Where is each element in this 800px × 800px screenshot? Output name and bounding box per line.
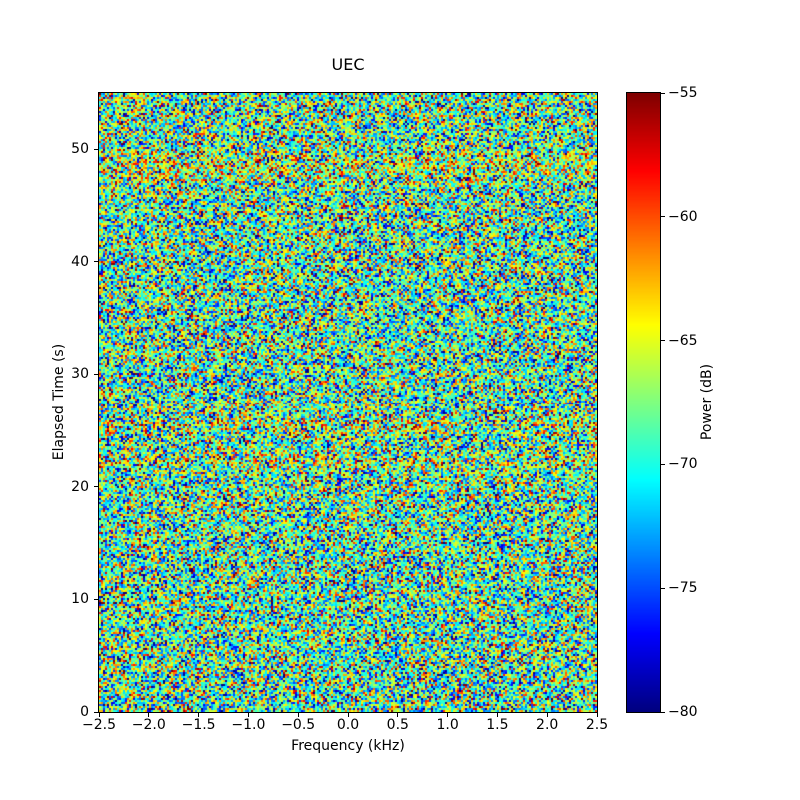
colorbar-tick-label: −70	[668, 456, 698, 473]
x-axis-label: Frequency (kHz)	[291, 738, 405, 754]
colorbar-label: Power (dB)	[699, 363, 715, 441]
x-tick	[198, 713, 200, 717]
colorbar-tick-label: −65	[668, 332, 698, 349]
colorbar-tick-label: −80	[668, 704, 698, 720]
y-tick	[94, 711, 98, 713]
y-tick	[94, 486, 98, 488]
colorbar-tick-label: −75	[668, 580, 698, 597]
x-tick	[447, 713, 449, 717]
colorbar-tick	[661, 463, 665, 465]
colorbar-tick	[661, 340, 665, 342]
y-tick	[94, 373, 98, 375]
x-tick-label: −1.5	[181, 717, 216, 733]
colorbar-canvas	[627, 93, 660, 712]
x-tick	[546, 713, 548, 717]
y-tick	[94, 148, 98, 150]
x-tick	[496, 713, 498, 717]
y-tick-label: 20	[71, 478, 89, 495]
colorbar-tick-label: −60	[668, 208, 698, 225]
x-tick-label: 1.0	[436, 717, 459, 733]
y-tick	[94, 261, 98, 263]
x-tick-label: 2.5	[585, 717, 609, 733]
plot-title-name: UEC	[331, 55, 365, 74]
x-tick	[397, 713, 399, 717]
colorbar	[626, 92, 661, 713]
x-tick	[247, 713, 249, 717]
x-tick	[596, 713, 598, 717]
x-tick	[297, 713, 299, 717]
x-tick-label: −0.5	[281, 717, 316, 733]
x-tick-label: 0.5	[386, 717, 409, 733]
y-tick-label: 0	[80, 704, 89, 720]
colorbar-tick	[661, 92, 665, 94]
x-tick-label: 2.0	[536, 717, 559, 733]
colorbar-tick	[661, 711, 665, 713]
x-tick-label: 1.5	[486, 717, 509, 733]
x-tick-label: −2.0	[131, 717, 166, 733]
x-tick-label: 0.0	[336, 717, 360, 733]
y-tick-label: 30	[71, 366, 89, 383]
x-tick-label: −1.0	[231, 717, 266, 733]
y-tick-label: 40	[71, 253, 89, 270]
colorbar-tick	[661, 216, 665, 218]
spectrogram-canvas	[99, 93, 597, 712]
x-tick	[98, 713, 100, 717]
y-axis-label: Elapsed Time (s)	[51, 343, 67, 461]
colorbar-tick	[661, 587, 665, 589]
y-tick	[94, 598, 98, 600]
x-tick	[347, 713, 349, 717]
colorbar-tick-label: −55	[668, 85, 698, 101]
y-tick-label: 50	[71, 141, 89, 158]
x-tick	[148, 713, 150, 717]
x-tick-label: −2.5	[82, 717, 116, 733]
plot-area	[98, 92, 598, 713]
y-tick-label: 10	[71, 591, 89, 608]
